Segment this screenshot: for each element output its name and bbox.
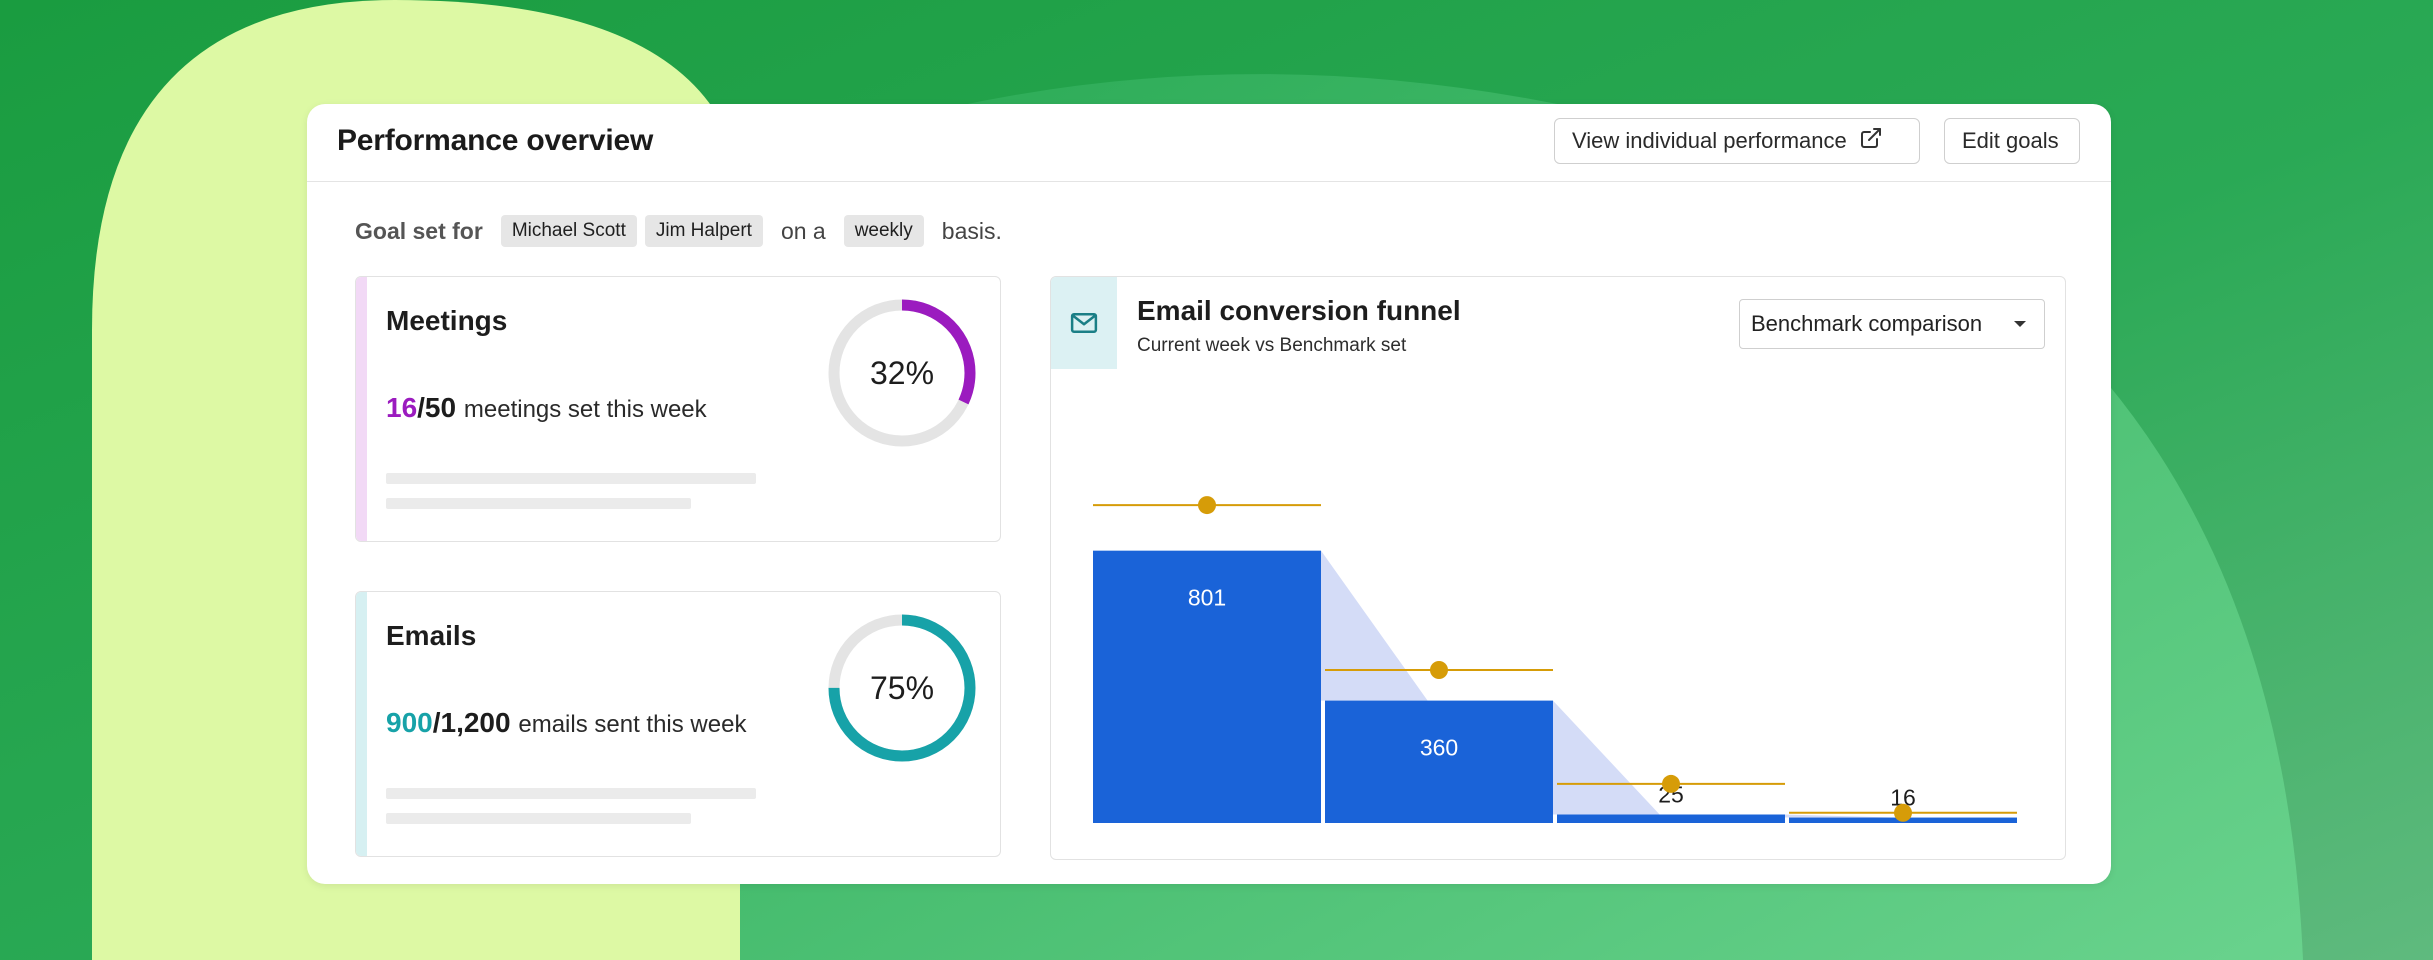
- meetings-card: Meetings 16/50 meetings set this week 32…: [355, 276, 1001, 542]
- card-header: Performance overview View individual per…: [307, 104, 2111, 182]
- emails-progress-ring: [828, 614, 976, 762]
- funnel-subtitle: Current week vs Benchmark set: [1137, 335, 1407, 356]
- placeholder-line: [386, 473, 756, 484]
- performance-card: Performance overview View individual per…: [307, 104, 2111, 884]
- meetings-progress-ring: [828, 299, 976, 447]
- view-individual-performance-label: View individual performance: [1572, 128, 1847, 153]
- funnel-bar: [1325, 700, 1553, 823]
- meetings-label: meetings set this week: [463, 396, 707, 423]
- funnel-connector: [1785, 814, 1892, 818]
- external-link-icon: [1859, 126, 1883, 156]
- emails-value: 900/1,200 emails sent this week: [386, 707, 746, 739]
- meetings-value: 16/50 meetings set this week: [386, 392, 707, 424]
- emails-total: /1,200: [432, 707, 511, 738]
- emails-label: emails sent this week: [518, 711, 747, 738]
- goal-connector: on a: [780, 217, 826, 244]
- benchmark-comparison-select[interactable]: Benchmark comparison: [1739, 299, 2045, 349]
- meetings-current: 16: [386, 392, 418, 423]
- data-label: 801: [1188, 585, 1226, 611]
- edit-goals-button[interactable]: Edit goals: [1944, 118, 2080, 164]
- select-value: Benchmark comparison: [1751, 311, 1983, 336]
- funnel-bar: [1093, 550, 1321, 823]
- meetings-accent-bar: [356, 277, 367, 541]
- chevron-down-icon: [2014, 321, 2026, 327]
- meetings-percent: 32%: [869, 354, 935, 391]
- view-individual-performance-button[interactable]: View individual performance: [1554, 118, 1920, 164]
- envelope-icon: [1051, 277, 1117, 369]
- period-chip: weekly: [843, 215, 924, 247]
- placeholder-line: [386, 788, 756, 799]
- goal-suffix: basis.: [941, 217, 1002, 244]
- goal-prefix: Goal set for: [355, 217, 483, 244]
- benchmark-marker: [1430, 661, 1448, 679]
- data-label: 360: [1420, 735, 1458, 761]
- goal-summary: Goal set for Michael Scott Jim Halpert o…: [355, 214, 1020, 248]
- emails-percent: 75%: [869, 669, 935, 706]
- emails-card: Emails 900/1,200 emails sent this week 7…: [355, 591, 1001, 857]
- funnel-connector: [1321, 550, 1428, 701]
- placeholder-line: [386, 813, 691, 824]
- benchmark-marker: [1894, 803, 1912, 822]
- funnel-title: Email conversion funnel: [1137, 295, 1461, 326]
- page-title: Performance overview: [337, 124, 654, 157]
- person-chip: Jim Halpert: [644, 215, 763, 247]
- meetings-title: Meetings: [386, 305, 508, 336]
- emails-current: 900: [386, 707, 433, 738]
- emails-title: Emails: [386, 620, 477, 651]
- funnel-bar: [1557, 814, 1785, 823]
- person-chip: Michael Scott: [500, 215, 637, 247]
- placeholder-line: [386, 498, 691, 509]
- benchmark-marker: [1198, 496, 1216, 515]
- email-conversion-funnel-panel: Email conversion funnel Current week vs …: [1050, 276, 2066, 860]
- benchmark-marker: [1662, 774, 1680, 793]
- meetings-total: /50: [417, 392, 457, 423]
- funnel-connector: [1553, 700, 1660, 815]
- emails-accent-bar: [356, 592, 367, 856]
